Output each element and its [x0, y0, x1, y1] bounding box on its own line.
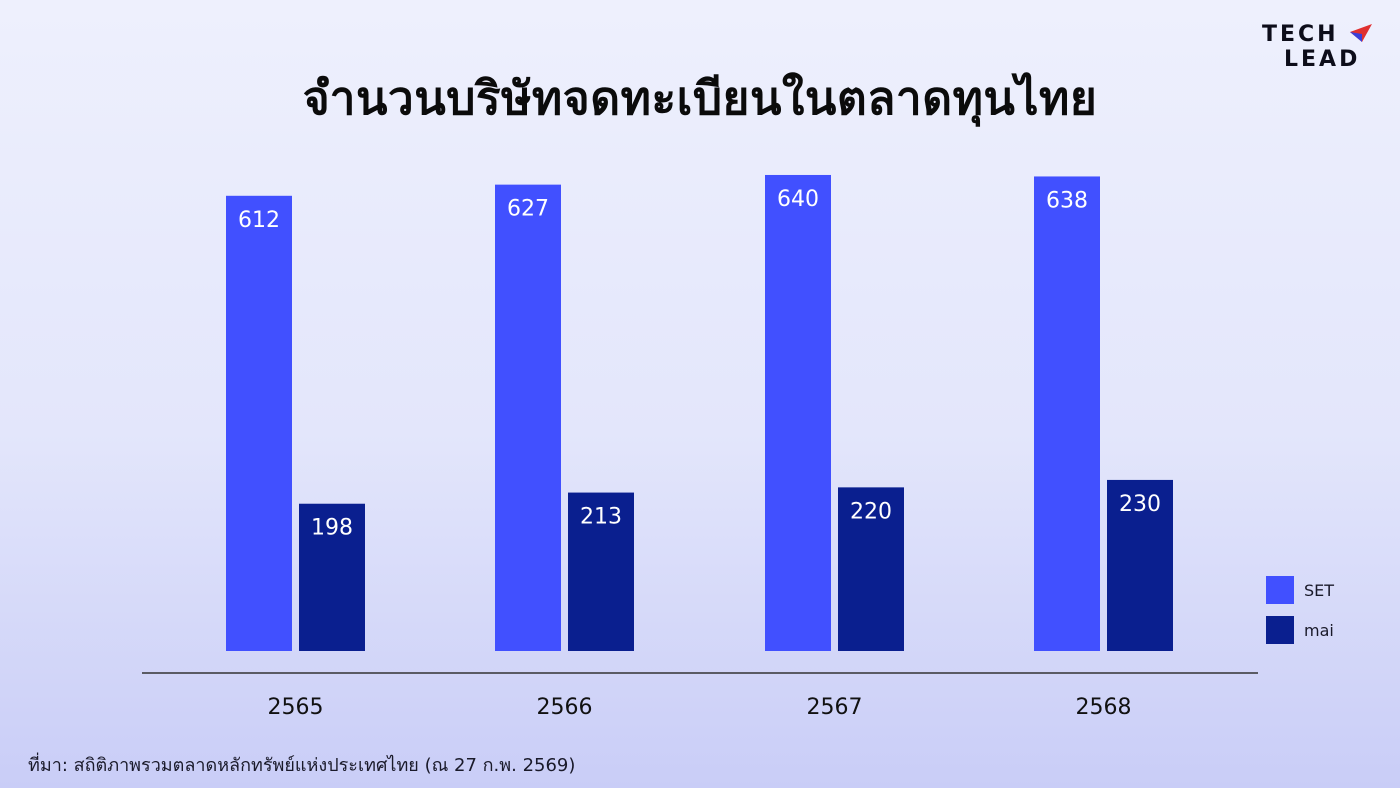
x-tick-label-2568: 2568 — [1076, 695, 1132, 720]
data-label-set-2565: 612 — [238, 208, 280, 233]
legend-swatch-set — [1266, 576, 1294, 604]
data-label-mai-2567: 220 — [850, 499, 892, 524]
x-tick-label-2565: 2565 — [268, 695, 324, 720]
bar-set-2565 — [226, 195, 292, 651]
bar-mai-2568 — [1107, 479, 1173, 651]
data-label-mai-2566: 213 — [580, 505, 622, 530]
logo-text-line1: TECH — [1262, 22, 1339, 47]
data-label-set-2568: 638 — [1046, 188, 1088, 213]
x-tick-label-2566: 2566 — [537, 695, 593, 720]
paper-plane-icon — [1350, 24, 1372, 42]
bar-set-2566 — [495, 184, 561, 652]
legend-swatch-mai — [1266, 616, 1294, 644]
legend-label-set: SET — [1304, 581, 1335, 600]
source-note: ที่มา: สถิติภาพรวมตลาดหลักทรัพย์แห่งประเ… — [28, 755, 576, 776]
bar-mai-2565 — [299, 503, 365, 651]
techlead-logo: TECH LEAD — [1262, 22, 1382, 74]
chart-title: จำนวนบริษัทจดทะเบียนในตลาดทุนไทย — [302, 71, 1098, 125]
logo-text-line2: LEAD — [1284, 47, 1361, 72]
data-label-mai-2565: 198 — [311, 516, 353, 541]
bar-set-2567 — [765, 174, 831, 651]
data-label-set-2567: 640 — [777, 187, 819, 212]
bar-set-2568 — [1034, 176, 1100, 651]
x-tick-label-2567: 2567 — [807, 695, 863, 720]
legend-label-mai: mai — [1304, 621, 1334, 640]
bar-mai-2566 — [568, 492, 634, 651]
data-label-set-2566: 627 — [507, 197, 549, 222]
data-label-mai-2568: 230 — [1119, 492, 1161, 517]
bar-mai-2567 — [838, 487, 904, 651]
